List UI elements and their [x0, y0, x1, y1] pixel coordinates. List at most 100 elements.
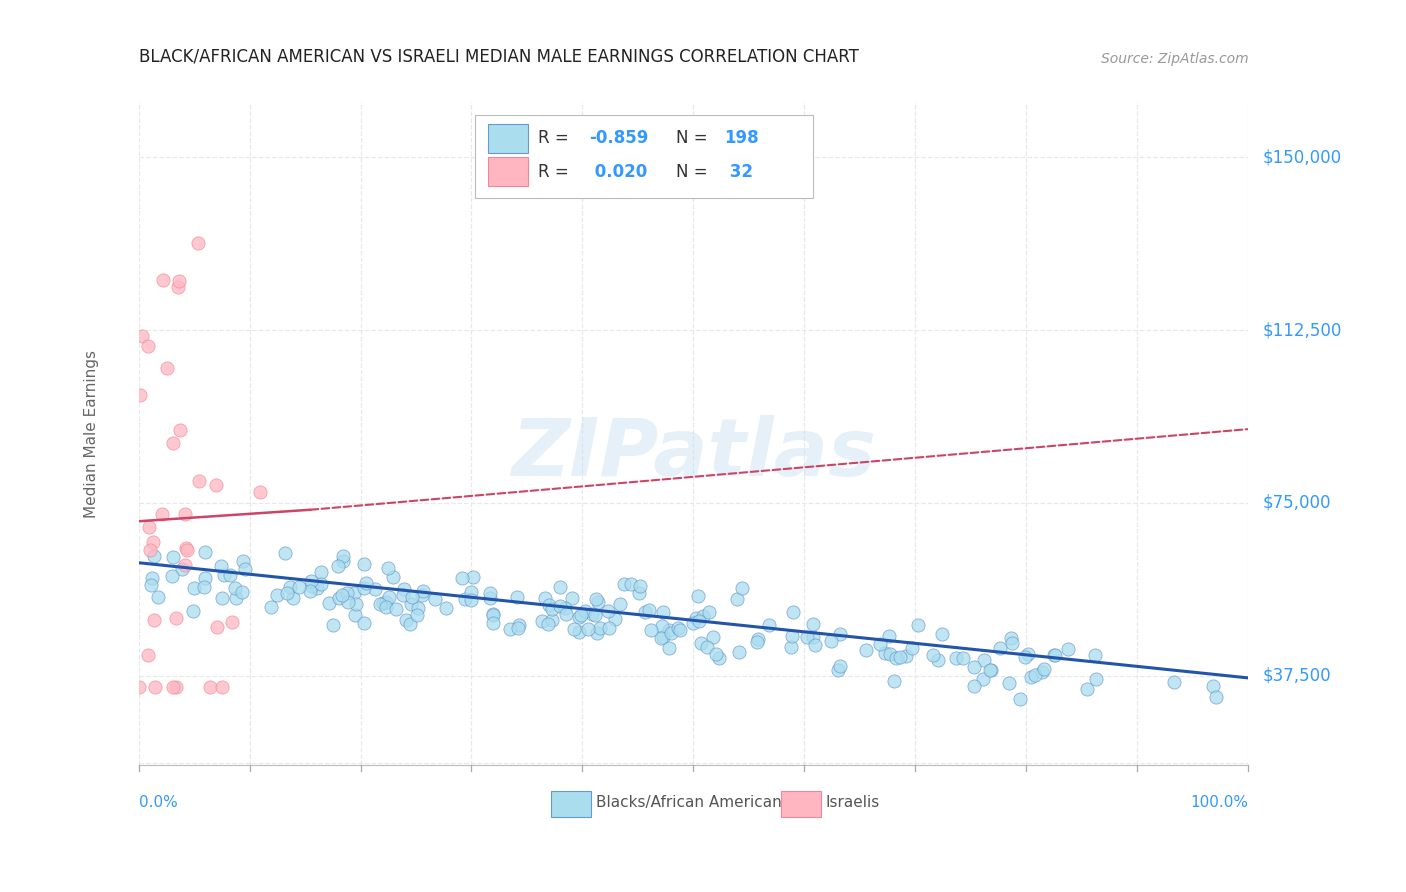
Point: [174, 507, 197, 521]
Point: [688, 615, 710, 629]
Text: -0.859: -0.859: [589, 129, 648, 147]
Point: [879, 629, 901, 643]
Point: [162, 435, 184, 450]
Point: [1014, 650, 1036, 665]
Point: [682, 616, 704, 631]
Text: $112,500: $112,500: [1263, 321, 1343, 339]
Point: [363, 582, 385, 596]
Point: [167, 280, 190, 294]
Text: R =: R =: [538, 162, 574, 181]
Point: [188, 474, 211, 488]
Point: [704, 647, 727, 661]
Point: [143, 613, 166, 627]
Text: N =: N =: [676, 129, 713, 147]
Text: ZIPatlas: ZIPatlas: [510, 415, 876, 492]
Point: [554, 607, 576, 621]
Point: [209, 558, 232, 573]
Point: [651, 618, 673, 632]
Point: [332, 554, 354, 568]
Point: [820, 633, 842, 648]
Point: [318, 596, 340, 610]
Point: [873, 646, 896, 660]
Point: [534, 591, 557, 606]
Text: 0.020: 0.020: [589, 162, 647, 181]
Point: [354, 575, 377, 590]
FancyBboxPatch shape: [551, 790, 592, 817]
Point: [214, 568, 236, 582]
Point: [537, 616, 560, 631]
Point: [326, 558, 349, 573]
Point: [328, 591, 350, 606]
Point: [541, 602, 564, 616]
Text: 198: 198: [724, 129, 759, 147]
Point: [128, 680, 150, 694]
Point: [353, 615, 375, 630]
Point: [141, 571, 163, 585]
Point: [697, 605, 720, 619]
Point: [830, 626, 852, 640]
Point: [541, 613, 564, 627]
Point: [343, 586, 366, 600]
Point: [278, 580, 301, 594]
Point: [620, 577, 643, 591]
Text: BLACK/AFRICAN AMERICAN VS ISRAELI MEDIAN MALE EARNINGS CORRELATION CHART: BLACK/AFRICAN AMERICAN VS ISRAELI MEDIAN…: [139, 47, 859, 65]
Point: [138, 543, 160, 558]
Point: [187, 235, 209, 250]
Point: [585, 625, 607, 640]
Point: [1001, 636, 1024, 650]
Text: $150,000: $150,000: [1263, 148, 1341, 166]
Point: [232, 554, 254, 568]
Point: [884, 650, 907, 665]
Point: [548, 580, 571, 594]
Point: [927, 653, 949, 667]
Point: [658, 623, 681, 637]
Point: [305, 581, 328, 595]
Point: [588, 595, 610, 609]
Point: [998, 675, 1021, 690]
Point: [276, 586, 298, 600]
Point: [399, 617, 422, 632]
Point: [204, 478, 226, 492]
Point: [979, 663, 1001, 677]
Point: [211, 591, 233, 606]
Point: [150, 508, 173, 522]
Point: [478, 585, 501, 599]
Point: [332, 549, 354, 564]
Point: [685, 611, 707, 625]
Point: [479, 591, 502, 606]
Point: [148, 590, 170, 604]
Point: [231, 585, 253, 599]
Point: [152, 273, 174, 287]
Point: [309, 566, 332, 580]
Point: [568, 610, 591, 624]
Point: [412, 583, 434, 598]
Point: [337, 595, 360, 609]
Text: Blacks/African Americans: Blacks/African Americans: [596, 795, 790, 810]
Point: [548, 599, 571, 614]
Point: [260, 600, 283, 615]
Point: [460, 592, 482, 607]
Point: [194, 571, 217, 585]
Point: [299, 584, 322, 599]
Point: [686, 589, 709, 603]
Point: [963, 679, 986, 693]
Point: [589, 621, 612, 635]
Point: [801, 630, 824, 644]
Point: [506, 590, 529, 604]
Point: [162, 549, 184, 564]
Point: [374, 600, 396, 615]
Point: [576, 622, 599, 636]
Text: 100.0%: 100.0%: [1191, 796, 1249, 811]
Point: [554, 601, 576, 615]
Point: [273, 546, 295, 560]
Point: [883, 674, 905, 689]
Point: [353, 581, 375, 595]
Point: [395, 613, 418, 627]
Point: [1042, 648, 1064, 663]
Point: [1031, 665, 1053, 679]
Point: [1202, 679, 1225, 693]
Point: [640, 623, 662, 637]
Point: [828, 658, 851, 673]
Point: [609, 597, 631, 611]
Point: [889, 650, 911, 665]
